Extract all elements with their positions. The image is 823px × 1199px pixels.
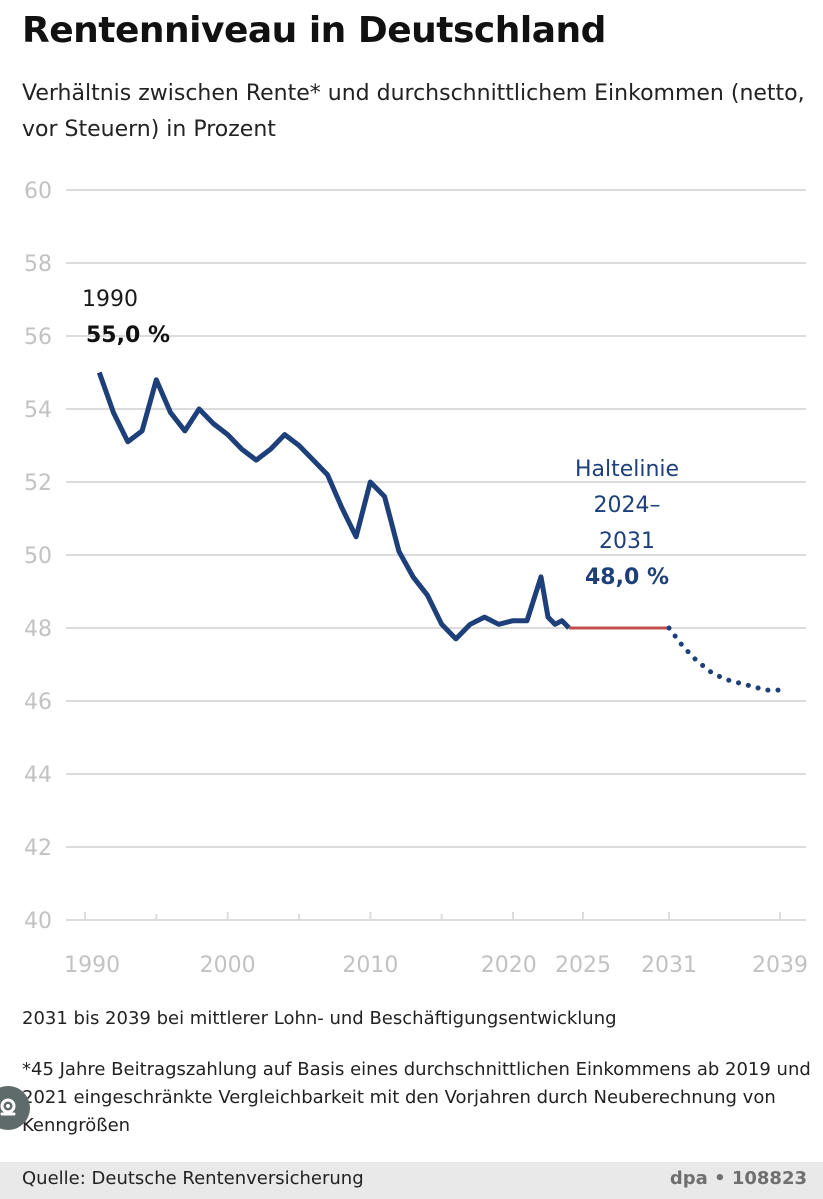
dpa-credit: dpa • 108823 [669, 1168, 807, 1189]
x-tick-label-2020: 2020 [481, 953, 537, 978]
annotation-halte-line3: 2031 [599, 529, 655, 554]
series-line-prognose [666, 625, 783, 693]
x-tick-label-2025: 2025 [555, 953, 611, 978]
y-tick-label-44: 44 [24, 763, 52, 788]
annotation-halte-line2: 2024– [594, 493, 661, 518]
x-tick-label-2031: 2031 [641, 953, 697, 978]
footnote: *45 Jahre Beitragszahlung auf Basis eine… [22, 1059, 811, 1136]
source-text: Quelle: Deutsche Rentenversicherung [22, 1168, 364, 1189]
annotation-start-year: 1990 [82, 287, 138, 312]
x-axis-ticks: 1990 2000 2010 2020 2025 2031 2039 [64, 912, 808, 978]
x-tick-label-1990: 1990 [64, 953, 120, 978]
y-axis-ticks: 60 58 56 54 52 50 48 46 44 42 40 [24, 179, 52, 934]
chart-subtitle: Verhältnis zwischen Rente* und durchschn… [22, 81, 805, 142]
y-tick-label-56: 56 [24, 325, 52, 350]
y-tick-label-40: 40 [24, 909, 52, 934]
y-tick-label-50: 50 [24, 544, 52, 569]
annotation-start-value: 55,0 % [86, 323, 170, 348]
y-tick-label-46: 46 [24, 690, 52, 715]
annotation-halte-line1: Haltelinie [575, 457, 679, 482]
y-tick-label-52: 52 [24, 471, 52, 496]
y-tick-label-54: 54 [24, 398, 52, 423]
line-chart: 60 58 56 54 52 50 48 46 44 42 40 1990 2000 2010 2020 2… [24, 179, 808, 978]
x-tick-label-2010: 2010 [342, 953, 398, 978]
grid-lines [66, 189, 806, 921]
y-tick-label-42: 42 [24, 836, 52, 861]
annotation-halte-value: 48,0 % [585, 565, 669, 590]
chart-title: Rentenniveau in Deutschland [22, 10, 606, 51]
footer-bar: Quelle: Deutsche Rentenversicherung dpa … [0, 1162, 823, 1199]
y-tick-label-48: 48 [24, 617, 52, 642]
projection-note: 2031 bis 2039 bei mittlerer Lohn- und Be… [22, 1008, 617, 1029]
y-tick-label-60: 60 [24, 179, 52, 204]
x-tick-label-2039: 2039 [752, 953, 808, 978]
series-line-rentenniveau [96, 371, 571, 642]
y-tick-label-58: 58 [24, 252, 52, 277]
search-lens-glyph [0, 1098, 16, 1116]
x-tick-label-2000: 2000 [200, 953, 256, 978]
annotations: 1990 55,0 % Haltelinie 2024– 2031 48,0 % [82, 287, 679, 590]
series-group [96, 371, 783, 693]
